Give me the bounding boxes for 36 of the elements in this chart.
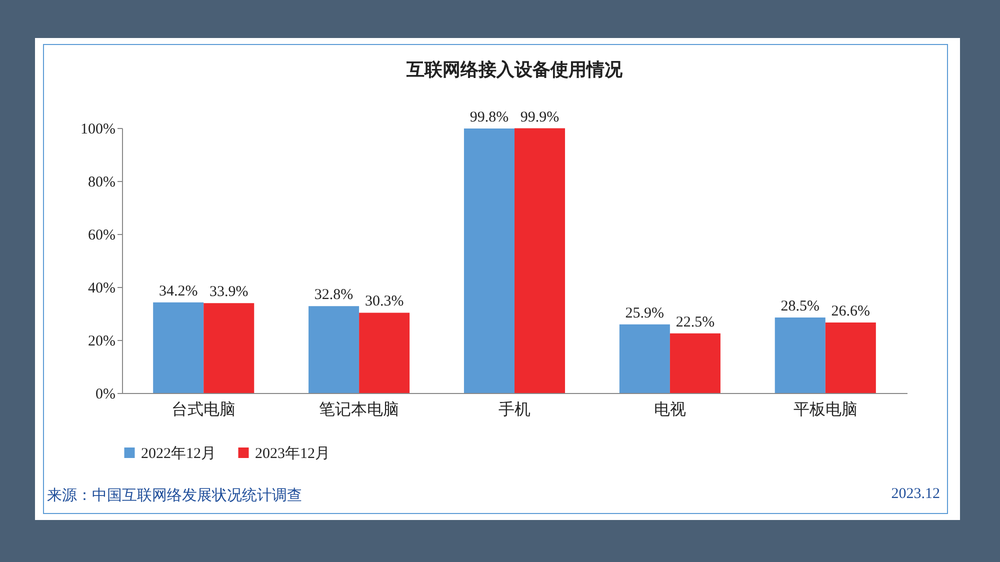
- x-tick-label: 平板电脑: [793, 400, 858, 418]
- y-tick-label: 40%: [88, 280, 116, 296]
- bar: [359, 312, 410, 393]
- bar: [514, 128, 566, 393]
- bar: [619, 324, 670, 393]
- data-label: 33.9%: [209, 284, 248, 300]
- bar: [204, 303, 254, 393]
- y-tick-label: 80%: [88, 174, 116, 190]
- data-label: 32.8%: [314, 287, 354, 304]
- data-label: 34.2%: [158, 283, 198, 300]
- text: 2023.12: [891, 486, 940, 504]
- legend-label: 2022年12月: [141, 444, 216, 462]
- bar: [774, 317, 826, 393]
- source-note: 来源：中国互联网络发展状况统计调查: [47, 486, 302, 505]
- x-tick-label: 台式电脑: [172, 400, 236, 418]
- data-label: 26.6%: [831, 304, 870, 320]
- x-tick-label: 笔记本电脑: [319, 400, 400, 418]
- y-tick-label: 20%: [88, 334, 116, 350]
- bar: [153, 302, 204, 393]
- y-tick-label: 0%: [96, 386, 116, 402]
- y-tick-label: 60%: [88, 228, 116, 244]
- x-tick-label: 手机: [498, 400, 530, 418]
- y-tick-label: 100%: [80, 122, 116, 138]
- data-label: 30.3%: [364, 294, 404, 310]
- chart-title: 互联网络接入设备使用情况: [406, 59, 624, 80]
- bar: [825, 322, 876, 393]
- bar: [670, 333, 720, 393]
- legend-label: 2023年12月: [255, 444, 330, 462]
- x-tick-label: 电视: [654, 400, 686, 418]
- bar: [308, 306, 360, 393]
- data-label: 99.9%: [520, 109, 560, 126]
- data-label: 25.9%: [625, 305, 664, 322]
- data-label: 22.5%: [676, 314, 715, 330]
- data-label: 28.5%: [780, 298, 820, 314]
- data-label: 99.8%: [470, 110, 509, 126]
- bar: [464, 128, 514, 393]
